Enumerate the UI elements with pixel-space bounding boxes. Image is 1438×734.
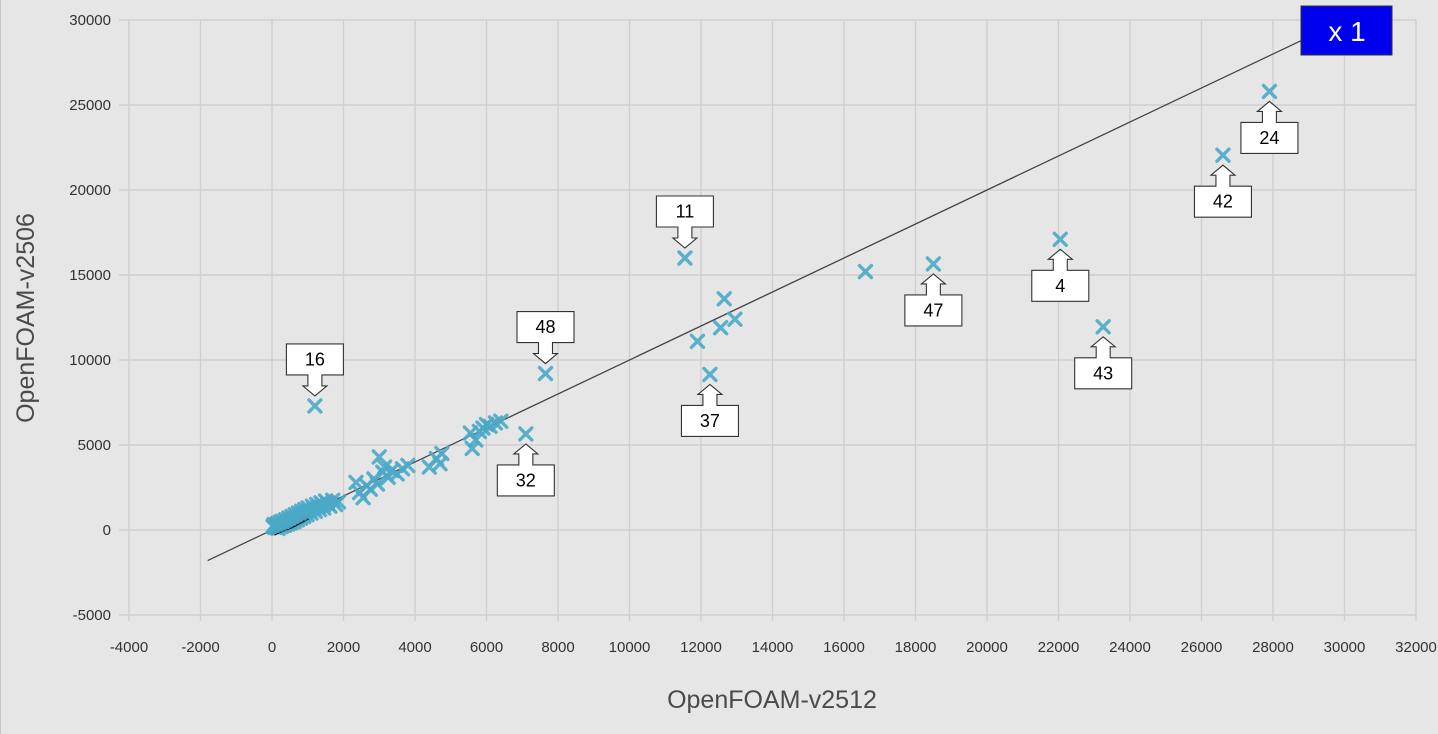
x-tick-label: 0	[268, 639, 276, 656]
tick-labels: -4000 -2000 0 2000 4000 6000 8000 10000 12000 140…	[69, 12, 1437, 656]
x-tick-label: 18000	[895, 639, 937, 656]
callout-box	[516, 311, 575, 365]
callout-box	[1031, 248, 1090, 302]
callout-label: 16	[305, 349, 325, 369]
x-tick-label: 14000	[752, 639, 794, 656]
callout-label: 24	[1259, 128, 1279, 148]
callout-label: 43	[1093, 363, 1113, 383]
x-tick-label: 24000	[1109, 639, 1151, 656]
data-point[interactable]	[518, 426, 534, 442]
data-point[interactable]	[330, 494, 347, 510]
data-point[interactable]	[1261, 83, 1278, 100]
gridlines	[119, 19, 1417, 621]
data-point[interactable]	[716, 291, 732, 307]
x-tick-label: 28000	[1252, 639, 1294, 656]
callout-box	[680, 383, 739, 437]
callout-box	[1240, 100, 1299, 154]
callout-label: 47	[923, 300, 943, 320]
data-point[interactable]	[702, 366, 718, 383]
callout-11: 11	[655, 195, 714, 249]
callout-box	[904, 273, 963, 327]
callout-37: 37	[680, 383, 739, 437]
x-tick-label: 26000	[1181, 639, 1223, 656]
callout-label: 42	[1213, 192, 1233, 212]
data-point[interactable]	[925, 256, 942, 272]
x-axis-title: OpenFOAM-v2512	[667, 686, 877, 714]
callout-32: 32	[496, 443, 555, 497]
x-tick-label: 20000	[966, 639, 1008, 656]
data-point[interactable]	[1215, 147, 1231, 163]
callout-24: 24	[1240, 100, 1299, 154]
callout-label: 11	[676, 202, 695, 222]
y-tick-label: -5000	[73, 607, 111, 624]
data-point[interactable]	[434, 445, 450, 462]
y-tick-label: 30000	[69, 12, 111, 29]
x-tick-label: -2000	[181, 639, 219, 656]
y-tick-label: 15000	[69, 267, 111, 284]
x-tick-label: 22000	[1038, 639, 1080, 656]
data-point[interactable]	[400, 457, 416, 474]
x-tick-label: -4000	[110, 639, 148, 656]
callout-label: 37	[700, 411, 720, 431]
y-axis-title: OpenFOAM-v2506	[12, 213, 40, 423]
data-point[interactable]	[537, 365, 554, 382]
data-point[interactable]	[464, 440, 480, 457]
callout-47: 47	[904, 273, 963, 327]
x-tick-label: 10000	[609, 639, 651, 656]
data-points	[265, 83, 1278, 537]
x-tick-label: 4000	[398, 639, 431, 656]
y-tick-label: 20000	[69, 182, 111, 199]
callout-48: 48	[516, 311, 575, 365]
data-point[interactable]	[1052, 231, 1068, 247]
data-point[interactable]	[712, 320, 729, 336]
callout-label: 48	[535, 317, 555, 337]
badge-label: x 1	[1328, 16, 1365, 47]
point-callouts: 16 48 11 32 37 47 4 43 42 24	[285, 100, 1299, 497]
x-tick-label: 2000	[327, 639, 360, 656]
y-tick-label: 10000	[69, 352, 111, 369]
x-tick-label: 12000	[680, 639, 722, 656]
callout-box	[1193, 164, 1252, 218]
data-point[interactable]	[857, 263, 874, 280]
x-tick-label: 8000	[541, 639, 574, 656]
callout-box	[655, 195, 714, 249]
data-point[interactable]	[307, 398, 323, 414]
data-point[interactable]	[689, 333, 706, 349]
x-tick-label: 6000	[470, 639, 503, 656]
callout-16: 16	[285, 343, 344, 397]
callout-box	[496, 443, 555, 497]
callout-label: 32	[516, 470, 536, 490]
data-point[interactable]	[677, 250, 693, 266]
data-point[interactable]	[371, 449, 387, 465]
x-tick-label: 30000	[1324, 639, 1366, 656]
y-tick-label: 0	[103, 522, 111, 539]
badge[interactable]: x 1	[1300, 5, 1393, 56]
x-tick-label: 16000	[823, 639, 865, 656]
data-point[interactable]	[493, 413, 509, 429]
callout-4: 4	[1031, 248, 1090, 302]
y-tick-label: 25000	[69, 97, 111, 114]
data-point[interactable]	[727, 311, 743, 327]
callout-box	[285, 343, 344, 397]
badge-box[interactable]	[1300, 5, 1393, 56]
data-point[interactable]	[1095, 319, 1111, 335]
callout-box	[1074, 336, 1133, 390]
callout-42: 42	[1193, 164, 1252, 218]
data-point[interactable]	[468, 432, 484, 448]
data-point[interactable]	[369, 476, 386, 492]
callout-43: 43	[1074, 336, 1133, 390]
x-tick-label: 32000	[1395, 639, 1437, 656]
callout-label: 4	[1055, 276, 1065, 296]
y-tick-label: 5000	[78, 437, 111, 454]
